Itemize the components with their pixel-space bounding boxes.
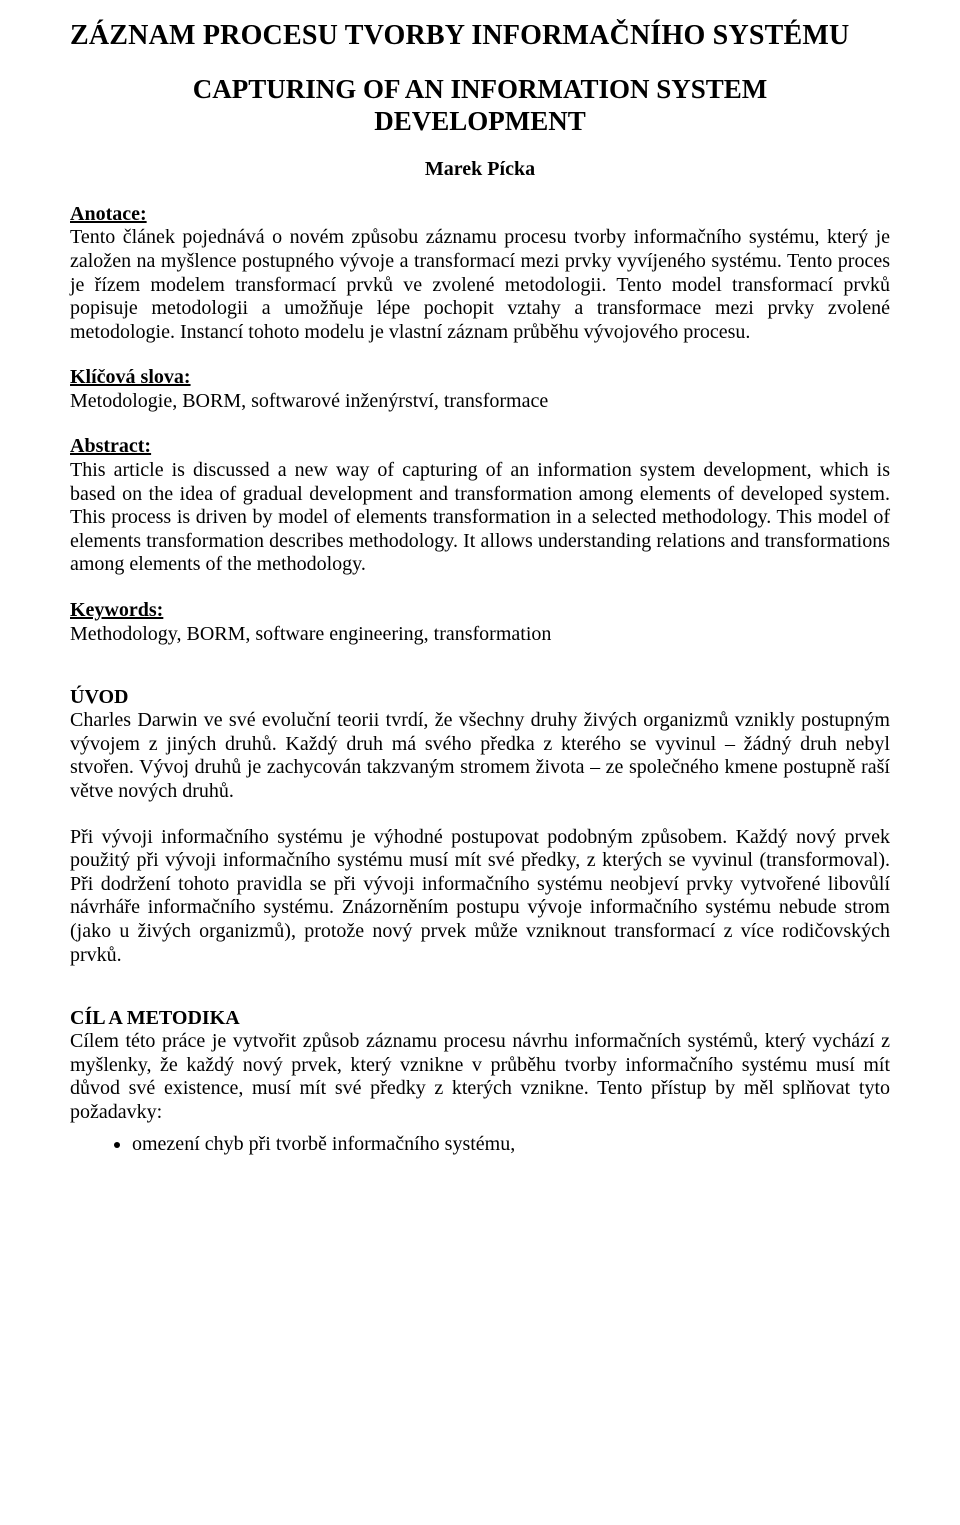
cil-heading: CÍL A METODIKA [70, 1007, 890, 1030]
title-czech: ZÁZNAM PROCESU TVORBY INFORMAČNÍHO SYSTÉ… [70, 20, 890, 52]
keywords-text: Methodology, BORM, software engineering,… [70, 623, 551, 645]
abstract-text: This article is discussed a new way of c… [70, 459, 890, 575]
abstract-block: Abstract: This article is discussed a ne… [70, 435, 890, 577]
abstract-label: Abstract: [70, 435, 151, 457]
anotace-block: Anotace: Tento článek pojednává o novém … [70, 203, 890, 345]
title-english-line1: CAPTURING OF AN INFORMATION SYSTEM [193, 74, 768, 104]
klicova-text: Metodologie, BORM, softwarové inženýrstv… [70, 390, 548, 412]
keywords-block: Keywords: Methodology, BORM, software en… [70, 599, 890, 646]
cil-paragraph-1: Cílem této práce je vytvořit způsob zázn… [70, 1030, 890, 1124]
title-english: CAPTURING OF AN INFORMATION SYSTEM DEVEL… [70, 74, 890, 138]
uvod-paragraph-2: Při vývoji informačního systému je výhod… [70, 826, 890, 968]
klicova-block: Klíčová slova: Metodologie, BORM, softwa… [70, 366, 890, 413]
klicova-label: Klíčová slova: [70, 366, 191, 388]
title-english-line2: DEVELOPMENT [374, 106, 586, 136]
cil-bullet-1: omezení chyb při tvorbě informačního sys… [132, 1133, 890, 1157]
anotace-label: Anotace: [70, 203, 147, 225]
author-name: Marek Pícka [70, 158, 890, 181]
uvod-heading: ÚVOD [70, 686, 890, 709]
keywords-label: Keywords: [70, 599, 163, 621]
anotace-text: Tento článek pojednává o novém způsobu z… [70, 226, 890, 342]
uvod-paragraph-1: Charles Darwin ve své evoluční teorii tv… [70, 709, 890, 803]
page-container: ZÁZNAM PROCESU TVORBY INFORMAČNÍHO SYSTÉ… [0, 0, 960, 1196]
cil-bullet-list: omezení chyb při tvorbě informačního sys… [70, 1133, 890, 1157]
